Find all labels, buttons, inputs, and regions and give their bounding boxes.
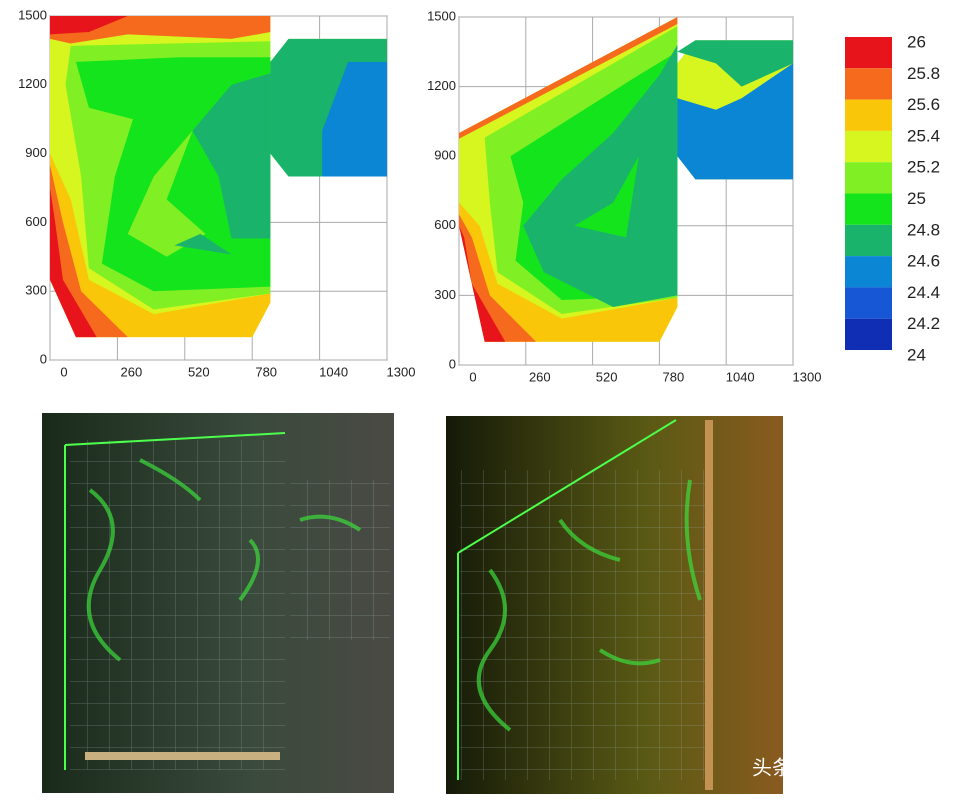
- legend-swatch: [845, 193, 892, 225]
- x-tick-label: 260: [121, 364, 143, 379]
- contour-region: [174, 233, 232, 255]
- legend-label: 25.2: [907, 158, 940, 177]
- y-tick-label: 1200: [18, 76, 47, 91]
- y-tick-label: 0: [449, 356, 456, 371]
- contour-region: [50, 153, 271, 338]
- legend-swatch: [845, 287, 892, 319]
- contour-region: [50, 16, 128, 35]
- y-tick-label: 600: [434, 217, 456, 232]
- legend-label: 24: [907, 345, 926, 364]
- photo-right: [446, 416, 783, 794]
- contour-region: [459, 202, 678, 342]
- legend-swatch: [845, 99, 892, 131]
- y-tick-label: 1500: [427, 8, 456, 23]
- contour-plot: 0 260 520 780 1040 1300 0 300 600 900 1200 1500: [18, 7, 415, 379]
- legend-label: 24.6: [907, 252, 940, 271]
- contour-region: [677, 63, 793, 180]
- photo-left: [42, 413, 394, 793]
- x-tick-label: 1300: [793, 369, 822, 384]
- legend-swatch: [845, 68, 892, 100]
- x-tick-label: 1040: [726, 369, 755, 384]
- legend-label: 24.8: [907, 220, 940, 239]
- x-tick-label: 780: [255, 364, 277, 379]
- x-tick-label: 1040: [319, 364, 348, 379]
- legend-label: 24.4: [907, 283, 940, 302]
- legend-swatch: [845, 37, 892, 69]
- x-tick-label: 0: [469, 369, 476, 384]
- x-tick-label: 1300: [387, 364, 416, 379]
- legend-label: 26: [907, 32, 926, 51]
- legend-label: 25.6: [907, 95, 940, 114]
- legend-label: 25.4: [907, 126, 940, 145]
- x-tick-label: 520: [596, 369, 618, 384]
- contour-region: [127, 130, 206, 257]
- y-tick-label: 1500: [18, 7, 47, 22]
- x-tick-label: 520: [188, 364, 210, 379]
- watermark: 头条 @郭鹏学暖通: [752, 756, 918, 779]
- contour-region: [322, 61, 387, 177]
- x-tick-label: 780: [663, 369, 685, 384]
- x-tick-label: 0: [60, 364, 67, 379]
- legend-swatch: [845, 224, 892, 257]
- legend-swatch: [845, 130, 892, 163]
- legend-label: 25: [907, 189, 926, 208]
- y-tick-label: 300: [434, 287, 456, 302]
- contour-region: [459, 225, 506, 342]
- y-tick-label: 1200: [427, 78, 456, 93]
- y-tick-label: 900: [434, 148, 456, 163]
- contour-region: [50, 188, 97, 338]
- legend-label: 24.2: [907, 314, 940, 333]
- contour-region: [523, 44, 678, 308]
- y-tick-label: 600: [25, 214, 47, 229]
- contour-region: [192, 73, 271, 239]
- contour-region: [574, 156, 639, 238]
- y-tick-label: 0: [40, 351, 47, 366]
- legend-swatch: [845, 162, 892, 194]
- x-tick-label: 260: [529, 369, 551, 384]
- contour-plot: 0 260 520 780 1040 1300 0 300 600 900 1200 1500: [427, 8, 821, 384]
- contour-region: [677, 40, 793, 87]
- legend-swatch: [845, 256, 892, 288]
- y-tick-label: 900: [25, 145, 47, 160]
- legend-swatch: [845, 318, 892, 350]
- contour-region: [459, 17, 678, 139]
- y-tick-label: 300: [25, 283, 47, 298]
- legend-label: 25.8: [907, 64, 940, 83]
- legend: 26 25.8 25.6 25.4 25.2 25 24.8 24.6 24.4 24.2 24: [845, 32, 940, 364]
